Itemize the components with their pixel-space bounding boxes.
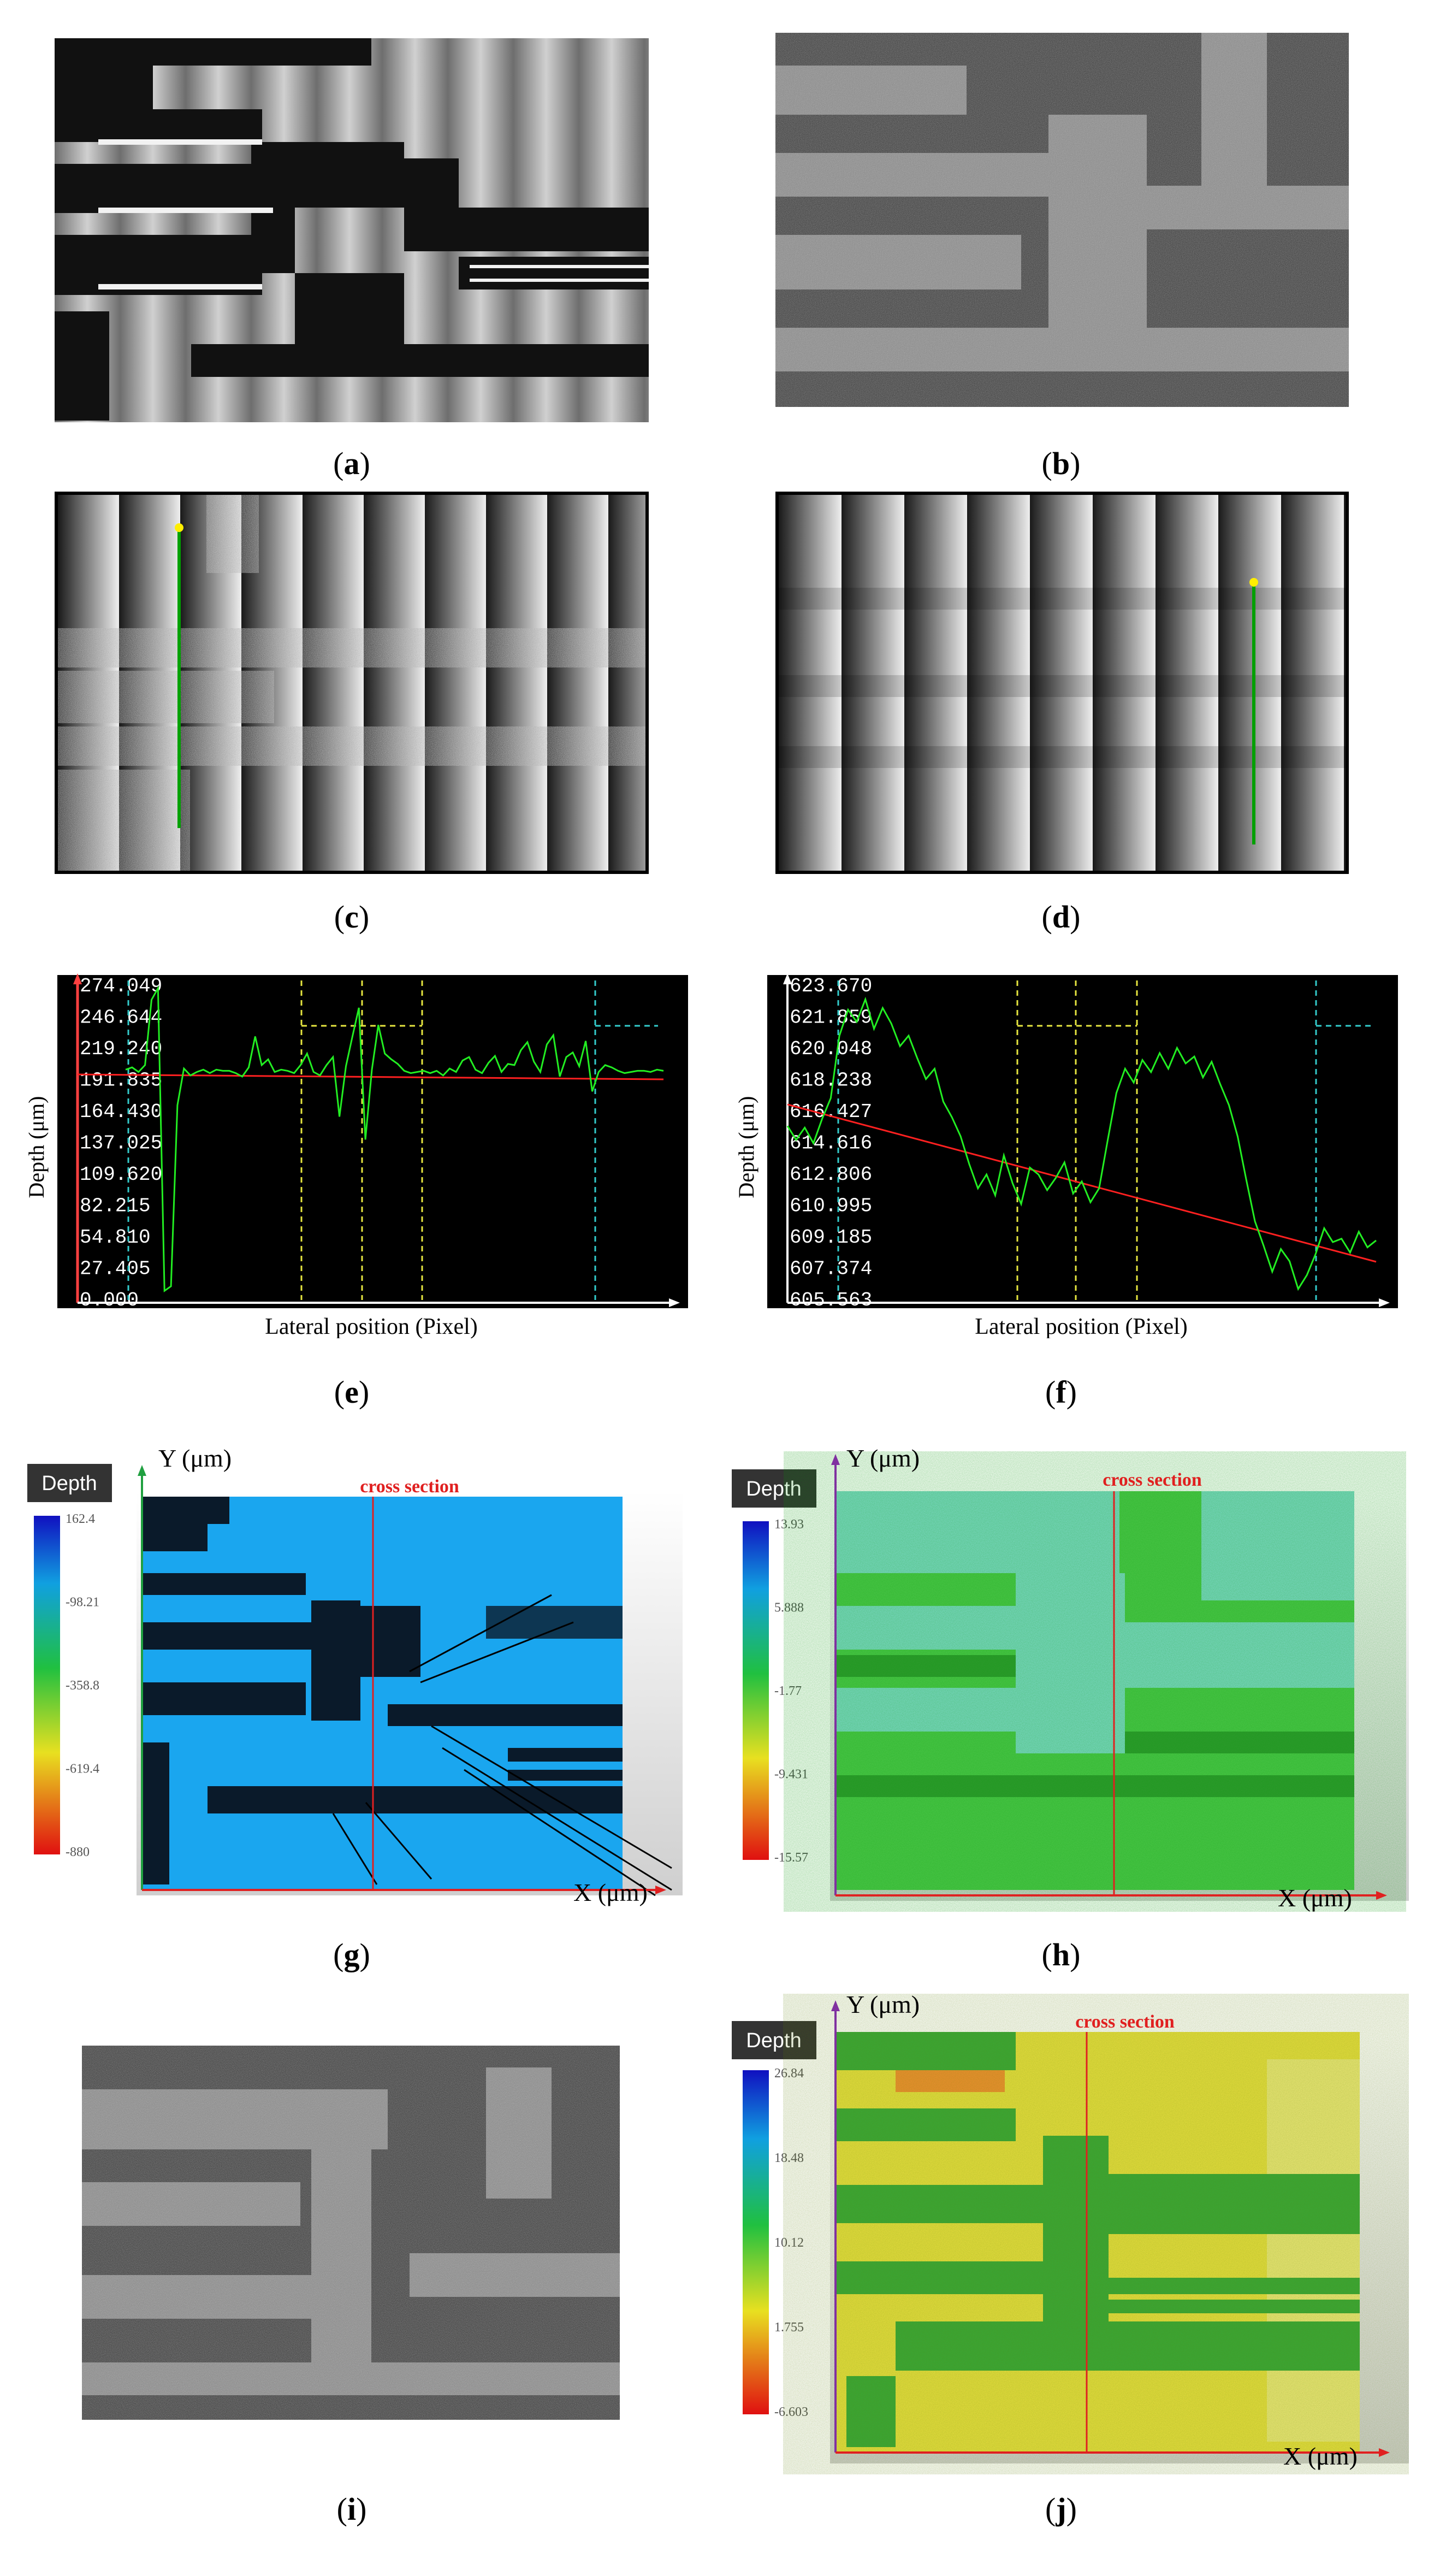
depth-profile-line [786, 996, 1377, 1291]
panel-e-profile: 274.049 246.644 219.240 191.835 164.430 137.0… [16, 967, 688, 1338]
unwrapped-phase-image-d [779, 495, 1346, 871]
y-axis-f-tick-label: 607.374 [790, 1258, 872, 1280]
profile-chart-f: 623.670 621.859 620.048 618.238 616.427 614.6… [734, 973, 1398, 1338]
y-axis-e-tick-label: 54.810 [80, 1226, 151, 1249]
cross-section-label-g: cross section [360, 1476, 459, 1497]
colorbar-tick-label: 1.755 [774, 2320, 804, 2335]
panel-d-image [775, 492, 1349, 874]
panel-f-profile: 623.670 621.859 620.048 618.238 616.427 614.6… [726, 967, 1398, 1338]
ylabel-f: Depth (μm) [734, 1096, 759, 1198]
colorbar-tick-label: -358.8 [66, 1679, 99, 1693]
caption-e: (e) [334, 1374, 370, 1410]
intensity-image-a [55, 38, 649, 422]
caption-h: (h) [1041, 1937, 1081, 1972]
cross-section-label-h: cross section [1103, 1470, 1202, 1490]
colorbar-title-h: Depth [746, 1478, 801, 1500]
y-axis-f-tick-label: 618.238 [790, 1070, 872, 1092]
x-axis-label-j: X (μm) [1283, 2442, 1358, 2470]
colorbar-tick-label: -15.57 [774, 1851, 808, 1865]
colorbar-tick-label: 5.888 [774, 1601, 804, 1615]
depth-profile-line [125, 985, 664, 1293]
y-axis-e-tick-label: 137.025 [80, 1132, 162, 1155]
colorbar-tick-label: -1.77 [774, 1684, 802, 1698]
depth-surface-g [142, 1497, 672, 1896]
y-axis-f-tick-label: 612.806 [790, 1163, 872, 1186]
y-axis-f-tick-label: 621.859 [790, 1007, 872, 1029]
y-axis-e-tick-label: 27.405 [80, 1258, 151, 1280]
panel-h-map: Depth 13.93 5.888 -1.77 -9.431 -15.57 [732, 1447, 1409, 1912]
colorbar-title-j: Depth [746, 2029, 801, 2052]
colorbar-tick-label: -98.21 [66, 1596, 99, 1610]
x-axis-label-h: X (μm) [1278, 1884, 1352, 1912]
caption-i: (i) [336, 2491, 367, 2527]
cross-section-label-j: cross section [1075, 2012, 1175, 2032]
caption-b: (b) [1041, 446, 1081, 481]
wrapped-phase-image-c [58, 495, 645, 871]
colorbar-tick-label: 26.84 [774, 2066, 804, 2081]
y-axis-f-tick-label: 620.048 [790, 1038, 872, 1060]
panel-c-image [55, 492, 649, 874]
y-axis-f-tick-label: 610.995 [790, 1195, 872, 1218]
colorbar-tick-label: -880 [66, 1845, 90, 1859]
y-axis-e-tick-label: 164.430 [80, 1101, 162, 1123]
y-axis-e-tick-label: 219.240 [80, 1038, 162, 1060]
panel-j-map: Depth 26.84 18.48 10.12 1.755 -6.603 [732, 1994, 1409, 2474]
speckle-image-b [775, 33, 1349, 407]
y-axis-label-j: Y (μm) [846, 1994, 920, 2018]
y-axis-f-tick-label: 605.563 [790, 1289, 872, 1311]
colorbar-tick-label: -6.603 [774, 2405, 808, 2419]
y-axis-label-g: Y (μm) [158, 1444, 232, 1472]
profile-chart-e: 274.049246.644219.240191.835164.430137.0… [24, 973, 688, 1338]
x-axis-label-g: X (μm) [573, 1878, 648, 1906]
panel-i-image [82, 2046, 620, 2420]
caption-g: (g) [333, 1937, 370, 1972]
speckle-image-i [82, 2046, 620, 2420]
y-axis-e-tick-label: 274.049 [80, 975, 162, 997]
ylabel-e: Depth (μm) [24, 1096, 49, 1198]
y-axis-e-tick-label: 0.000 [80, 1289, 139, 1311]
y-axis-e-tick-label: 109.620 [80, 1163, 162, 1186]
colorbar-tick-label: 162.4 [66, 1512, 95, 1526]
colorbar-title-g: Depth [42, 1472, 97, 1495]
depth-map-h: Depth 13.93 5.888 -1.77 -9.431 -15.57 [732, 1447, 1409, 1912]
panel-b-image [775, 33, 1349, 407]
y-axis-e-tick-label: 191.835 [80, 1070, 162, 1092]
depth-map-g: Depth 162.4 -98.21 -358.8 -619.4 -880 [27, 1444, 683, 1906]
caption-f: (f) [1045, 1374, 1077, 1410]
caption-d: (d) [1041, 899, 1081, 935]
panel-g-map: Depth 162.4 -98.21 -358.8 -619.4 -880 [27, 1442, 683, 1906]
y-axis-f-tick-label: 609.185 [790, 1226, 872, 1249]
colorbar-tick-label: -619.4 [66, 1762, 99, 1776]
y-axis-f-tick-label: 614.616 [790, 1132, 872, 1155]
depth-surface-h [835, 1491, 1354, 1890]
caption-a: (a) [333, 446, 370, 481]
colorbar-tick-label: 13.93 [774, 1517, 804, 1532]
panel-a-image [55, 38, 649, 422]
depth-map-j: Depth 26.84 18.48 10.12 1.755 -6.603 [732, 1994, 1409, 2470]
colorbar-tick-label: 18.48 [774, 2151, 804, 2165]
depth-surface-j [835, 2032, 1360, 2453]
y-axis-label-h: Y (μm) [846, 1447, 920, 1472]
y-axis-e-tick-label: 82.215 [80, 1195, 151, 1218]
caption-j: (j) [1045, 2491, 1077, 2527]
y-axis-f-tick-label: 616.427 [790, 1101, 872, 1123]
y-axis-f-tick-label: 623.670 [790, 975, 872, 997]
xlabel-f: Lateral position (Pixel) [975, 1314, 1188, 1338]
colorbar-tick-label: 10.12 [774, 2236, 804, 2250]
xlabel-e: Lateral position (Pixel) [265, 1314, 478, 1338]
caption-c: (c) [334, 899, 370, 935]
colorbar-tick-label: -9.431 [774, 1768, 808, 1782]
